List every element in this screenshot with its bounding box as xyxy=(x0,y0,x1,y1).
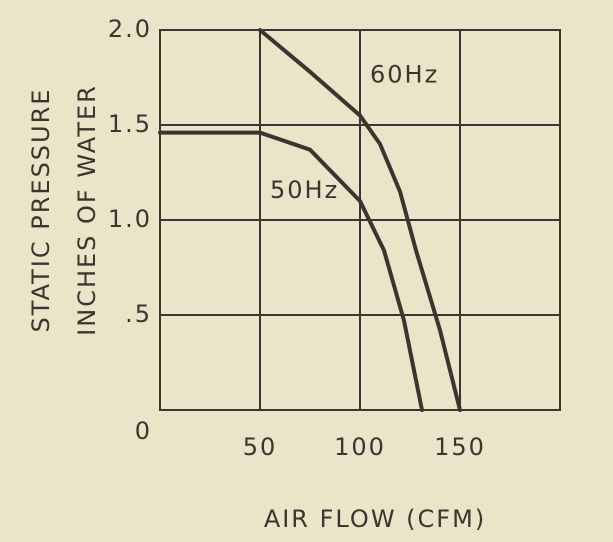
y-tick-label: 0 xyxy=(135,417,152,445)
chart: STATIC PRESSURE INCHES OF WATER AIR FLOW… xyxy=(0,0,613,542)
x-axis-label: AIR FLOW (CFM) xyxy=(264,505,486,533)
x-tick-label: 100 xyxy=(334,433,386,461)
legend-label: 60Hz xyxy=(370,61,439,89)
x-tick-label: 150 xyxy=(434,433,486,461)
y-tick-label: .5 xyxy=(125,300,152,328)
y-axis-label: INCHES OF WATER xyxy=(73,84,101,336)
x-tick-label: 50 xyxy=(243,433,278,461)
y-tick-label: 1.5 xyxy=(108,110,152,138)
y-tick-label: 1.0 xyxy=(108,205,152,233)
legend-label: 50Hz xyxy=(270,176,339,204)
y-axis-label: STATIC PRESSURE xyxy=(27,88,55,333)
page: STATIC PRESSURE INCHES OF WATER AIR FLOW… xyxy=(0,0,613,542)
y-tick-label: 2.0 xyxy=(108,15,152,43)
